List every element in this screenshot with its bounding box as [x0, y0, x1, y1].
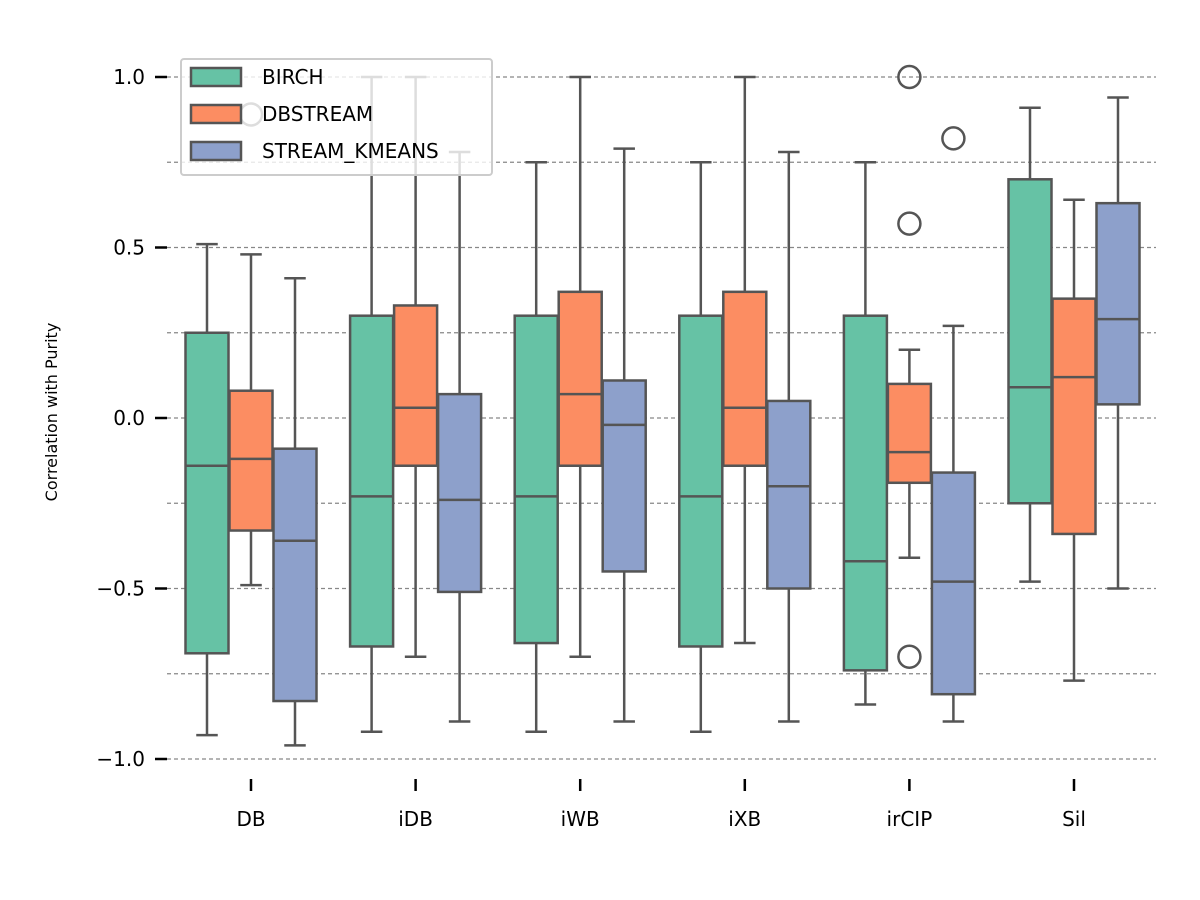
- box-birch-db: [184, 242, 230, 737]
- box-iqr: [392, 304, 439, 467]
- x-tick-label: iXB: [728, 807, 761, 831]
- x-tick-label: iWB: [561, 807, 600, 831]
- box-birch-ircip: [842, 161, 889, 706]
- y-axis-label: Correlation with Purity: [42, 323, 61, 502]
- box-birch-ixb: [678, 161, 724, 733]
- box-stream_kmeans-sil: [1095, 96, 1141, 590]
- y-axis: 1.0 0.5 0.0 −0.5 −1.0: [96, 65, 167, 771]
- y-tick-label: 1.0: [113, 65, 145, 89]
- box-iqr: [678, 314, 724, 648]
- box-dbstream-sil: [1051, 198, 1097, 682]
- box-stream_kmeans-ixb: [766, 150, 812, 723]
- box-iqr: [1051, 297, 1097, 536]
- box-iqr: [930, 471, 977, 696]
- outlier-point: [897, 644, 922, 669]
- box-iqr: [184, 331, 230, 655]
- legend-swatch: [189, 103, 243, 125]
- box-iqr: [766, 399, 812, 590]
- outlier-point: [897, 211, 922, 236]
- x-tick-label: DB: [236, 807, 265, 831]
- box-iqr: [557, 290, 603, 467]
- box-dbstream-iwb: [557, 75, 603, 658]
- box-dbstream-ixb: [722, 75, 768, 645]
- legend: BIRCH DBSTREAM STREAM_KMEANS: [180, 58, 493, 176]
- box-dbstream-ircip: [886, 64, 933, 669]
- legend-label: STREAM_KMEANS: [262, 139, 439, 163]
- box-iqr: [1007, 178, 1053, 505]
- box-dbstream-db: [228, 102, 274, 587]
- box-birch-idb: [348, 75, 395, 733]
- x-axis: DB iDB iWB iXB irCIP Sil: [236, 779, 1086, 831]
- box-stream_kmeans-iwb: [601, 147, 647, 723]
- x-tick-label: irCIP: [887, 807, 933, 831]
- box-iqr: [1095, 201, 1141, 406]
- legend-label: BIRCH: [262, 65, 324, 89]
- box-iqr: [348, 314, 395, 648]
- box-stream_kmeans-db: [272, 276, 318, 747]
- y-tick-label: −1.0: [96, 747, 145, 771]
- box-birch-iwb: [513, 161, 559, 733]
- box-iqr: [272, 447, 318, 703]
- box-groups: [184, 64, 1141, 747]
- x-tick-label: Sil: [1062, 807, 1086, 831]
- y-tick-label: 0.0: [113, 406, 145, 430]
- y-tick-label: −0.5: [96, 577, 145, 601]
- box-iqr: [722, 290, 768, 467]
- box-iqr: [601, 379, 647, 573]
- legend-frame: [180, 58, 493, 176]
- box-birch-sil: [1007, 106, 1053, 583]
- box-iqr: [513, 314, 559, 645]
- box-stream_kmeans-ircip: [930, 126, 977, 723]
- x-tick-label: iDB: [398, 807, 433, 831]
- y-tick-label: 0.5: [113, 236, 145, 260]
- box-stream_kmeans-idb: [436, 150, 483, 723]
- outlier-point: [897, 64, 922, 90]
- box-iqr: [886, 382, 933, 485]
- legend-swatch: [189, 66, 243, 88]
- box-iqr: [228, 389, 274, 532]
- legend-swatch: [189, 140, 243, 162]
- legend-items: BIRCH DBSTREAM STREAM_KMEANS: [189, 65, 439, 163]
- box-iqr: [842, 314, 889, 672]
- outlier-point: [941, 126, 966, 151]
- legend-label: DBSTREAM: [262, 102, 373, 126]
- box-iqr: [436, 392, 483, 594]
